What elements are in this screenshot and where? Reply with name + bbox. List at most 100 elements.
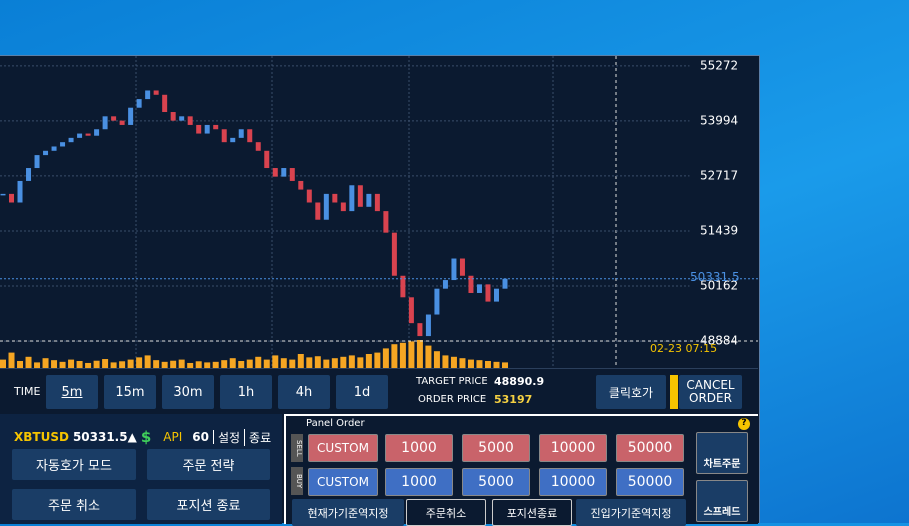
account-button[interactable]: 주문 전략: [147, 449, 270, 480]
volume-bar: [374, 352, 381, 368]
candle: [451, 258, 457, 281]
currency-icon: $: [140, 428, 152, 446]
buy-button[interactable]: 5000: [462, 468, 530, 496]
volume-bar: [357, 357, 364, 368]
settings[interactable]: 설정: [218, 428, 246, 446]
volume-bar: [297, 354, 304, 368]
time-label: TIME: [14, 385, 41, 398]
sell-button[interactable]: CUSTOM: [308, 434, 378, 462]
y-tick-label: 55272: [700, 58, 738, 72]
candle: [170, 112, 176, 121]
account-row: XBTUSD 50331.5 ▲ $ API 60 설정 종료: [14, 428, 271, 446]
sell-button[interactable]: 50000: [616, 434, 684, 462]
volume-bar: [476, 360, 483, 368]
volume-bar: [93, 360, 100, 368]
volume-bar: [68, 359, 75, 368]
candle: [196, 124, 202, 134]
candle: [238, 129, 244, 138]
trading-window: 48884 50162 51439 52717 53994 55272 50331.5 02-…: [0, 55, 760, 526]
candle: [94, 129, 100, 136]
candle: [0, 193, 6, 196]
volume-bar: [365, 354, 372, 368]
candle: [357, 185, 363, 207]
volume-bar: [51, 360, 58, 368]
candle: [60, 142, 66, 147]
volume-bar: [306, 357, 313, 368]
candle: [383, 211, 389, 233]
cancel-order-button[interactable]: CANCEL ORDER: [679, 375, 742, 409]
interval-button[interactable]: 1d: [336, 375, 388, 409]
candle: [187, 116, 193, 125]
volume-bar: [416, 340, 423, 368]
interval-button[interactable]: 5m: [46, 375, 98, 409]
help[interactable]: ?: [738, 418, 750, 430]
sell-button[interactable]: 10000: [539, 434, 607, 462]
candle: [281, 168, 287, 177]
candle: [255, 142, 261, 151]
interval-button[interactable]: 15m: [104, 375, 156, 409]
account-button[interactable]: 자동호가 모드: [12, 449, 136, 480]
volume-bar: [484, 361, 491, 368]
action-button[interactable]: 포지션종료: [492, 499, 572, 526]
buy-button[interactable]: 10000: [539, 468, 607, 496]
action-button[interactable]: 현재가기준역지정: [292, 499, 404, 526]
target-price: 48890.9: [494, 375, 545, 388]
volume-bar: [399, 342, 406, 368]
exit[interactable]: 종료: [249, 430, 272, 445]
volume-bar: [42, 358, 49, 368]
volume-bar: [433, 351, 440, 368]
volume-bar: [263, 359, 270, 368]
trend: ▲: [127, 430, 137, 444]
sell-label: SELL: [291, 434, 303, 462]
sell-button[interactable]: 5000: [462, 434, 530, 462]
candle: [17, 180, 23, 203]
interval-button[interactable]: 30m: [162, 375, 214, 409]
volume-bar: [229, 358, 236, 368]
buy-button[interactable]: CUSTOM: [308, 468, 378, 496]
candle: [502, 278, 508, 289]
volume-bar: [178, 359, 185, 368]
account-button[interactable]: 주문 취소: [12, 489, 136, 520]
candle: [204, 124, 210, 134]
volume-bar: [502, 362, 508, 368]
candle: [102, 116, 108, 130]
side-button[interactable]: 차트주문: [696, 432, 748, 474]
candle: [434, 288, 440, 315]
last-price-label: 50331.5: [690, 270, 740, 284]
order-price: 53197: [494, 393, 533, 406]
click-order-button[interactable]: 클릭호가: [596, 375, 666, 409]
interval-button[interactable]: 4h: [278, 375, 330, 409]
volume-bar: [204, 362, 211, 368]
volume-bar: [170, 360, 177, 368]
candle: [476, 284, 482, 293]
candle: [77, 133, 83, 138]
buy-button[interactable]: 50000: [616, 468, 684, 496]
action-button[interactable]: 진입가기준역지정: [576, 499, 686, 526]
candle: [162, 94, 168, 113]
volume-bar: [255, 356, 262, 368]
action-button[interactable]: 주문취소: [406, 499, 486, 526]
volume-bar: [195, 361, 202, 368]
candle: [51, 146, 57, 151]
volume-bar: [127, 359, 134, 368]
candle: [153, 90, 159, 95]
candle: [247, 129, 253, 143]
sell-button[interactable]: 1000: [385, 434, 453, 462]
volume-bar: [340, 356, 347, 368]
order-label: ORDER PRICE: [418, 394, 487, 405]
panel-title: Panel Order: [306, 418, 365, 429]
volume-bar: [348, 355, 355, 368]
interval-button[interactable]: 1h: [220, 375, 272, 409]
volume-bar: [272, 355, 279, 368]
buy-button[interactable]: 1000: [385, 468, 453, 496]
buy-label: BUY: [291, 467, 303, 495]
volume-bar: [459, 358, 466, 368]
cancel-tab: [670, 375, 678, 409]
y-tick-label: 52717: [700, 168, 738, 182]
candle: [485, 284, 491, 302]
account-button[interactable]: 포지션 종료: [147, 489, 270, 520]
candle: [323, 193, 329, 220]
side-button[interactable]: 스프레드: [696, 480, 748, 522]
